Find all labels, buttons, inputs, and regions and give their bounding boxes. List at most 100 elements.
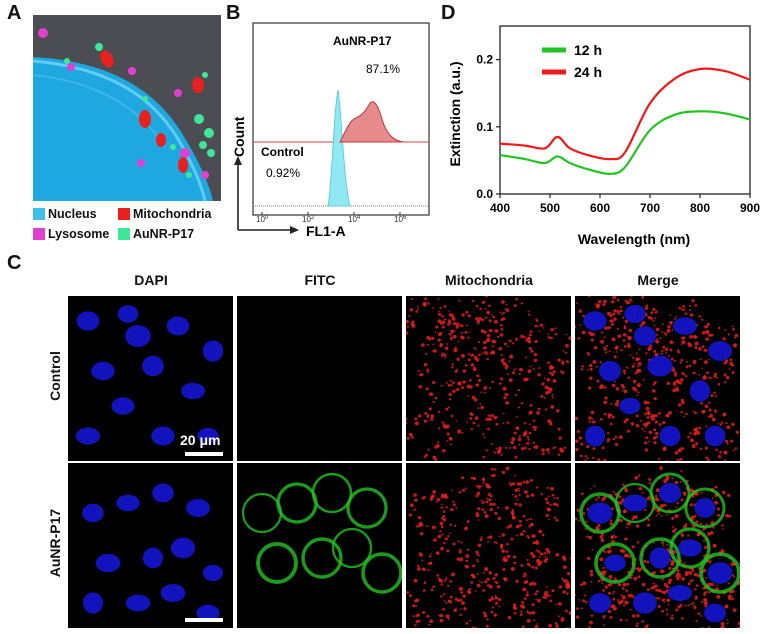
mito-speck	[565, 585, 569, 590]
mito-speck	[513, 431, 517, 435]
mito-speck	[611, 322, 614, 326]
mito-speck	[603, 299, 608, 304]
mito-speck	[582, 314, 586, 318]
mito-speck	[514, 502, 518, 506]
mito-speck	[497, 335, 500, 339]
mito-speck	[598, 299, 602, 304]
mito-speck	[472, 564, 476, 568]
mito-speck	[477, 407, 480, 410]
mito-speck	[617, 601, 622, 605]
mito-speck	[482, 455, 485, 459]
mito-speck	[501, 470, 506, 475]
mito-speck	[666, 543, 669, 546]
mito-speck	[672, 388, 677, 393]
mito-speck	[539, 552, 543, 556]
panel-b-flow-cytometry: 100 102 104 106 Count FL1-A AuNR-P17 87.…	[228, 15, 438, 250]
mito-speck	[460, 335, 465, 340]
nucleus-edge	[33, 59, 207, 201]
mito-speck	[486, 333, 491, 338]
mito-speck	[529, 479, 533, 482]
mito-speck	[510, 537, 514, 541]
mito-speck	[515, 579, 519, 583]
mito-speck	[421, 559, 424, 562]
mito-speck	[718, 454, 722, 459]
mito-speck	[503, 558, 505, 561]
mito-speck	[460, 353, 465, 358]
mito-speck	[712, 543, 717, 548]
mito-speck	[636, 622, 639, 625]
mito-speck	[611, 415, 615, 419]
mito-speck	[701, 345, 705, 349]
mito-speck	[685, 375, 688, 378]
tick-label-0: 100	[256, 215, 269, 224]
mito-speck	[627, 521, 632, 526]
y-tick-label: 0.0	[476, 187, 493, 201]
mito-speck	[444, 537, 448, 541]
mito-speck	[472, 367, 477, 372]
mito-speck	[499, 333, 504, 337]
mito-speck	[585, 520, 588, 523]
mitochondria-blob	[178, 157, 188, 173]
mito-speck	[500, 358, 505, 363]
mito-speck	[514, 447, 517, 450]
mito-speck	[638, 474, 641, 477]
mito-speck	[624, 600, 629, 605]
mito-speck	[492, 351, 496, 355]
mito-speck	[537, 550, 541, 553]
mito-speck	[588, 386, 592, 390]
mito-speck	[704, 446, 708, 450]
mito-speck	[456, 357, 460, 361]
mito-speck	[485, 449, 488, 452]
aunr-dot	[142, 96, 148, 102]
mito-speck	[555, 552, 560, 557]
mito-speck	[455, 419, 458, 422]
mito-speck	[561, 577, 564, 581]
mito-speck	[561, 362, 565, 365]
mito-speck	[531, 554, 536, 559]
mito-speck	[440, 595, 443, 598]
mito-speck	[586, 457, 589, 460]
mito-speck	[652, 389, 656, 393]
mito-speck	[703, 591, 706, 594]
mito-speck	[607, 591, 611, 595]
mito-speck	[557, 453, 561, 456]
legend-label: 12 h	[574, 42, 602, 58]
mito-speck	[461, 386, 464, 390]
mito-speck	[680, 358, 684, 362]
nucleus-blob	[151, 426, 175, 446]
mito-speck	[655, 339, 659, 344]
mito-speck	[627, 376, 631, 379]
mito-speck	[731, 371, 735, 374]
mito-speck	[734, 336, 737, 339]
mito-speck	[545, 547, 549, 552]
mito-speck	[524, 490, 528, 494]
mito-speck	[707, 333, 712, 337]
mito-speck	[625, 553, 629, 558]
mito-speck	[653, 349, 657, 353]
x-arrow-head	[290, 226, 299, 234]
mito-speck	[515, 524, 520, 529]
mito-speck	[666, 513, 669, 516]
mito-speck	[484, 350, 488, 355]
mito-speck	[446, 342, 449, 345]
mito-speck	[647, 518, 650, 521]
mito-speck	[622, 369, 626, 373]
mito-speck	[480, 536, 483, 539]
mito-speck	[426, 335, 430, 340]
mito-speck	[652, 384, 655, 387]
control-histogram	[327, 89, 351, 207]
mito-speck	[536, 325, 539, 328]
legend-swatch	[33, 228, 45, 240]
mito-speck	[475, 358, 480, 362]
mito-speck	[693, 604, 695, 606]
mito-speck	[629, 608, 632, 611]
mito-speck	[526, 591, 529, 594]
mito-speck	[694, 492, 699, 496]
mito-speck	[447, 384, 450, 387]
legend-swatch	[118, 208, 130, 220]
aunr-dot	[199, 141, 207, 149]
mito-speck	[669, 348, 673, 352]
mito-speck	[587, 556, 591, 560]
mito-speck	[641, 296, 645, 299]
mito-speck	[717, 507, 721, 511]
